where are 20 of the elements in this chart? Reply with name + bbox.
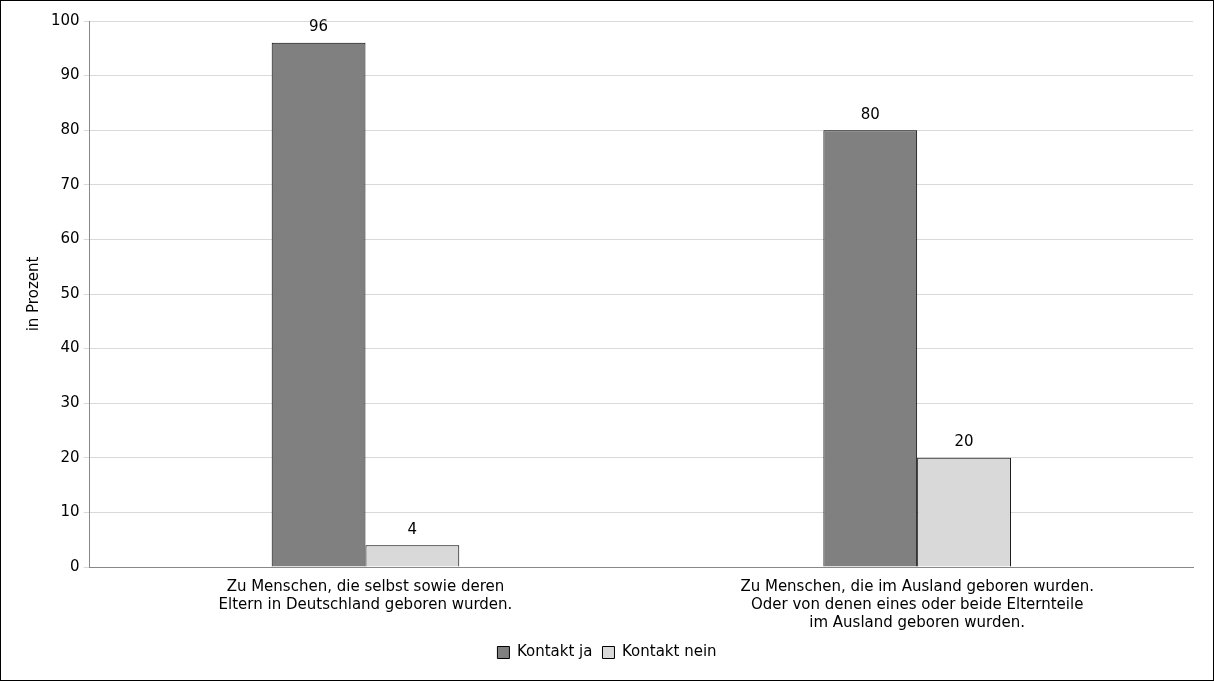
y-tick-label: 40 [60,338,80,357]
data-label: 80 [860,104,880,123]
y-tick-label: 60 [60,229,80,248]
y-tick-label: 50 [60,283,80,302]
y-tick-label: 30 [60,393,80,412]
data-label: 4 [407,519,418,538]
x-tick-label: Zu Menschen, die selbst sowie deren Eltern in Deutschland geboren wurden. [218,576,513,613]
y-tick-label: 80 [60,120,80,139]
y-tick-label: 10 [60,502,80,521]
legend-label: Kontakt ja [516,642,593,661]
y-tick-label: 90 [60,65,80,84]
legend-label: Kontakt nein [621,642,717,661]
y-axis-title: in Prozent [23,256,42,332]
y-tick-label: 70 [60,174,80,193]
y-tick-label: 0 [70,556,80,575]
data-label: 20 [954,432,974,451]
x-tick-label: Zu Menschen, die im Ausland geboren wurden. Oder von denen eines oder beide Elternteile im Ausland geboren wurden. [740,576,1094,631]
data-label: 96 [309,17,329,36]
y-tick-label: 100 [50,10,80,29]
y-tick-label: 20 [60,447,80,466]
